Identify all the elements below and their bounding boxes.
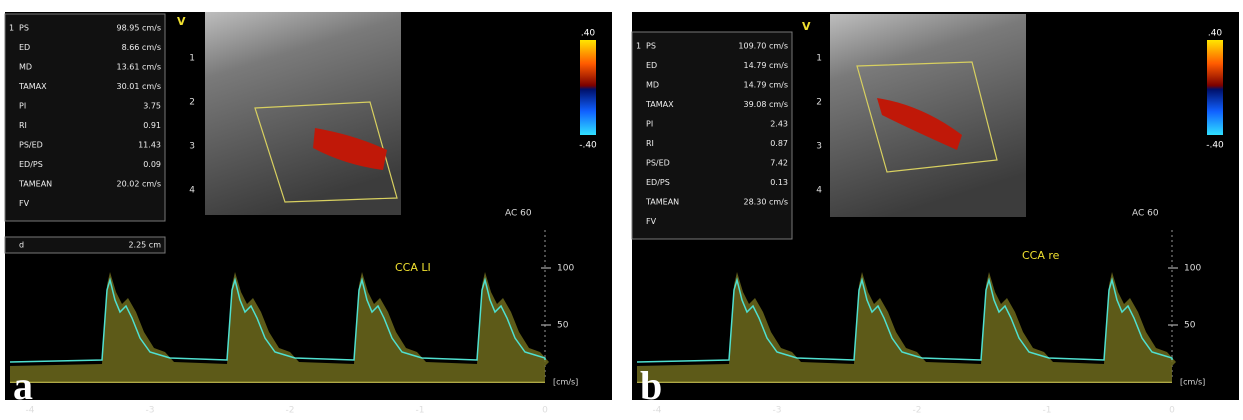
vessel-label: CCA LI xyxy=(395,261,431,274)
color-scale-min: -.40 xyxy=(1206,141,1224,151)
measurement-value: 0.91 xyxy=(143,121,161,130)
velocity-tick-label: 100 xyxy=(557,264,574,274)
velocity-tick-label: 50 xyxy=(557,321,569,331)
measurement-name: RI xyxy=(19,121,27,130)
measurement-name: ED/PS xyxy=(646,178,670,187)
measurement-table xyxy=(4,13,166,222)
depth-mark: 3 xyxy=(816,142,822,152)
color-scale-bar xyxy=(1207,40,1223,135)
measurement-value: 3.75 xyxy=(143,102,161,111)
measurement-name: TAMEAN xyxy=(18,180,52,189)
time-tick-label: -2 xyxy=(913,406,922,416)
measurement-name: PS/ED xyxy=(19,141,43,150)
depth-mark: 4 xyxy=(816,186,822,196)
measurement-value: 7.42 xyxy=(770,159,788,168)
distance-value: 2.25 cm xyxy=(128,241,161,250)
flow-color xyxy=(313,128,387,170)
measurement-name: PS xyxy=(646,42,656,51)
time-tick-label: -2 xyxy=(286,406,295,416)
measurement-name: TAMAX xyxy=(645,100,674,109)
time-tick-label: 0 xyxy=(542,406,548,416)
spectrum xyxy=(637,272,1176,382)
measurement-value: 20.02 cm/s xyxy=(117,180,162,189)
measurement-value: 0.09 xyxy=(143,160,161,169)
spectrum xyxy=(10,272,549,382)
setting: AC 60 xyxy=(1132,209,1159,219)
velocity-unit: [cm/s] xyxy=(553,378,578,387)
panel: V 1 2 3 4 .40 -.40 1 PS 98.95 cm/s ED 8.66 cm/s MD 13… xyxy=(4,12,612,416)
measurement-name: ED xyxy=(646,61,657,70)
measurement-value: 14.79 cm/s xyxy=(744,61,789,70)
depth-mark: 4 xyxy=(189,186,195,196)
panel-label: a xyxy=(13,363,33,408)
measurement-name: ED/PS xyxy=(19,160,43,169)
color-scale-min: -.40 xyxy=(579,141,597,151)
marker: V xyxy=(802,20,811,33)
color-scale-max: .40 xyxy=(581,29,596,39)
measurement-name: TAMEAN xyxy=(645,198,679,207)
velocity-tick-label: 100 xyxy=(1184,264,1201,274)
vessel-label: CCA re xyxy=(1022,249,1060,262)
measurement-name: FV xyxy=(19,199,30,208)
measurement-name: PS/ED xyxy=(646,159,670,168)
measurement-value: 0.13 xyxy=(770,178,788,187)
measurement-name: MD xyxy=(646,81,659,90)
depth-mark: 2 xyxy=(816,98,822,108)
measurement-name: PI xyxy=(19,102,26,111)
measurement-name: RI xyxy=(646,139,654,148)
distance-row xyxy=(4,236,166,254)
depth-mark: 1 xyxy=(189,54,195,64)
measurement-value: 30.01 cm/s xyxy=(117,82,162,91)
row-index: 1 xyxy=(636,42,641,51)
measurement-name: FV xyxy=(646,217,657,226)
time-tick-label: 0 xyxy=(1169,406,1175,416)
measurement-value: 8.66 cm/s xyxy=(122,43,161,52)
color-scale-bar xyxy=(580,40,596,135)
panel: V 1 2 3 4 .40 -.40 1 PS 109.70 cm/s ED 14.79 cm/s MD… xyxy=(631,12,1239,416)
time-tick-label: -4 xyxy=(26,406,35,416)
color-box xyxy=(856,61,998,173)
depth-mark: 3 xyxy=(189,142,195,152)
depth-mark: 2 xyxy=(189,98,195,108)
measurement-value: 2.43 xyxy=(770,120,788,129)
flow-color xyxy=(877,98,962,150)
velocity-tick-label: 50 xyxy=(1184,321,1196,331)
measurement-name: PS xyxy=(19,24,29,33)
measurement-value: 109.70 cm/s xyxy=(738,42,788,51)
measurement-value: 11.43 xyxy=(138,141,161,150)
distance-name: d xyxy=(19,241,24,250)
marker: V xyxy=(177,15,186,28)
measurement-value: 28.30 cm/s xyxy=(744,198,789,207)
measurement-value: 13.61 cm/s xyxy=(117,63,162,72)
time-tick-label: -4 xyxy=(653,406,662,416)
ultrasound-image xyxy=(205,12,401,215)
measurement-value: 98.95 cm/s xyxy=(117,24,162,33)
measurement-name: PI xyxy=(646,120,653,129)
measurement-name: TAMAX xyxy=(18,82,47,91)
time-tick-label: -1 xyxy=(1043,406,1052,416)
time-tick-label: -1 xyxy=(416,406,425,416)
velocity-unit: [cm/s] xyxy=(1180,378,1205,387)
time-tick-label: -3 xyxy=(773,406,782,416)
color-scale-max: .40 xyxy=(1208,29,1223,39)
measurement-value: 39.08 cm/s xyxy=(744,100,789,109)
envelope-trace xyxy=(636,277,1173,363)
envelope-trace xyxy=(9,277,546,363)
measurement-table xyxy=(631,31,793,240)
measurement-name: ED xyxy=(19,43,30,52)
panel-label: b xyxy=(640,363,662,408)
measurement-name: MD xyxy=(19,63,32,72)
measurement-value: 14.79 cm/s xyxy=(744,81,789,90)
row-index: 1 xyxy=(9,24,14,33)
setting: AC 60 xyxy=(505,209,532,219)
color-box xyxy=(254,101,398,203)
measurement-value: 0.87 xyxy=(770,139,788,148)
time-tick-label: -3 xyxy=(146,406,155,416)
depth-mark: 1 xyxy=(816,54,822,64)
